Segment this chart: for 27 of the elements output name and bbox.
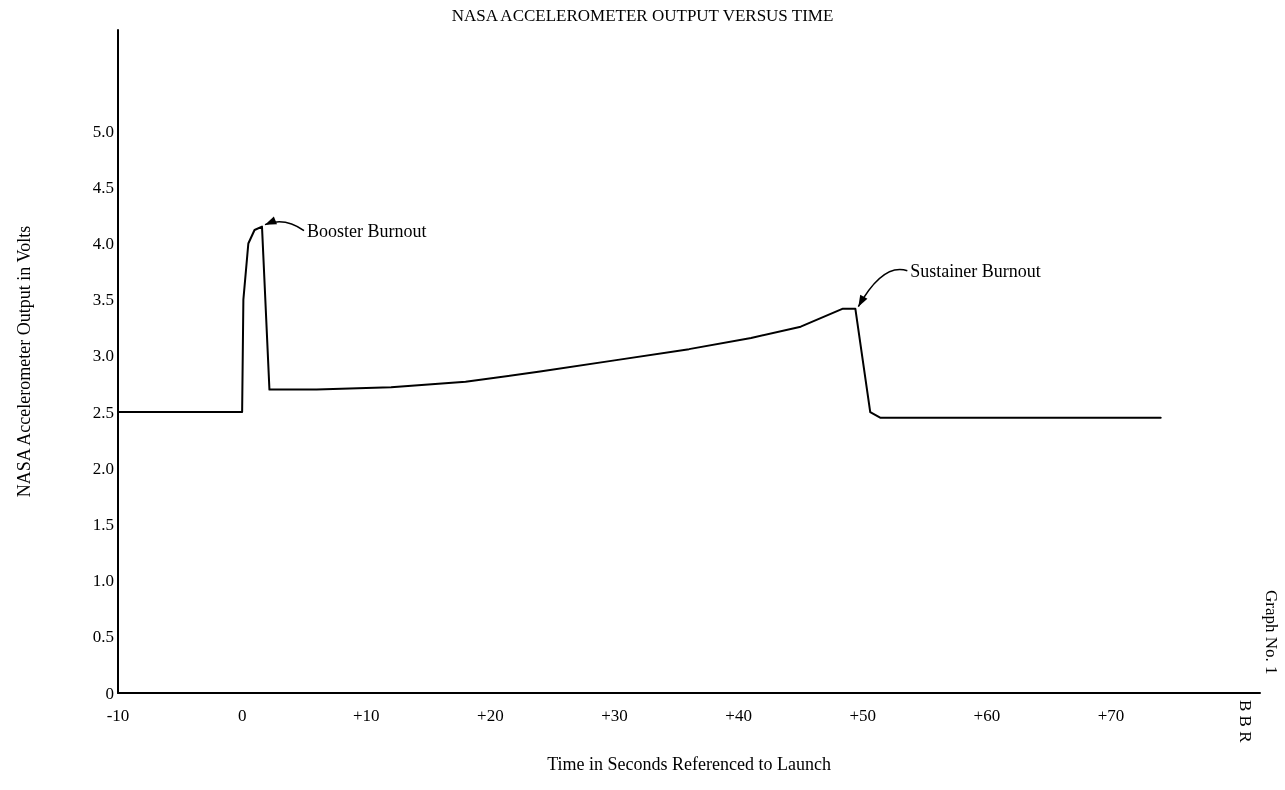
y-tick-label: 4.0 [92,234,114,254]
x-axis-title: Time in Seconds Referenced to Launch [547,754,831,774]
x-tick-label: +10 [352,706,380,725]
text: Graph No. 1 [1261,590,1281,675]
text: B B R [1235,700,1255,743]
x-tick-label: +70 [1097,706,1125,725]
y-axis-title: NASA Accelerometer Output in Volts [14,225,34,498]
x-tick-label: +20 [477,706,504,725]
y-tick-label: 5.0 [92,121,114,141]
x-tick-label: +60 [973,706,1001,725]
x-tick-label: +30 [601,706,628,725]
chart-title: NASA ACCELEROMETER OUTPUT VERSUS TIME [451,6,834,25]
y-tick-label: 3.0 [92,346,114,366]
y-tick-label: 1.0 [92,571,114,591]
x-tick-label: +50 [849,706,877,725]
y-tick-label: 2.0 [92,458,114,478]
y-tick-label: 0.5 [92,627,114,647]
y-tick-label: 1.5 [92,514,114,534]
x-tick-label: -10 [106,706,130,725]
annotation: Sustainer Burnout [910,260,1041,281]
y-tick-label: 4.5 [92,177,114,197]
y-tick-label: 2.5 [92,402,114,422]
x-tick-label: 0 [237,706,247,725]
y-tick-label: 3.5 [92,290,114,310]
annotation: Booster Burnout [306,220,427,241]
y-tick-label: 0 [105,683,114,703]
x-tick-label: +40 [725,706,752,725]
